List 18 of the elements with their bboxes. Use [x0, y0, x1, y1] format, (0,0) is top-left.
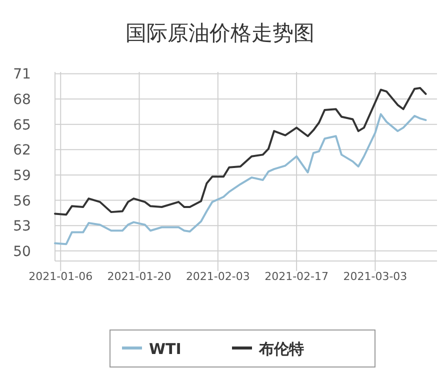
legend-label: 布伦特	[258, 340, 304, 358]
legend-label: WTI	[149, 340, 182, 358]
y-tick-label: 56	[13, 193, 31, 210]
chart-title: 国际原油价格走势图	[126, 21, 314, 45]
y-tick-label: 50	[13, 244, 31, 260]
y-tick-label: 62	[13, 142, 31, 159]
x-tick-label: 2021-02-03	[186, 270, 250, 283]
y-tick-label: 68	[13, 92, 31, 108]
x-tick-label: 2021-02-17	[264, 270, 329, 283]
line-series	[54, 87, 427, 216]
line-series	[54, 113, 427, 246]
y-tick-label: 59	[13, 168, 31, 184]
x-tick-label: 2021-01-06	[28, 270, 93, 283]
y-tick-label: 53	[13, 218, 31, 235]
x-tick-label: 2021-01-20	[107, 270, 172, 283]
y-tick-label: 71	[13, 66, 31, 83]
x-tick-label: 2021-03-03	[343, 270, 408, 283]
y-tick-label: 65	[13, 117, 31, 134]
